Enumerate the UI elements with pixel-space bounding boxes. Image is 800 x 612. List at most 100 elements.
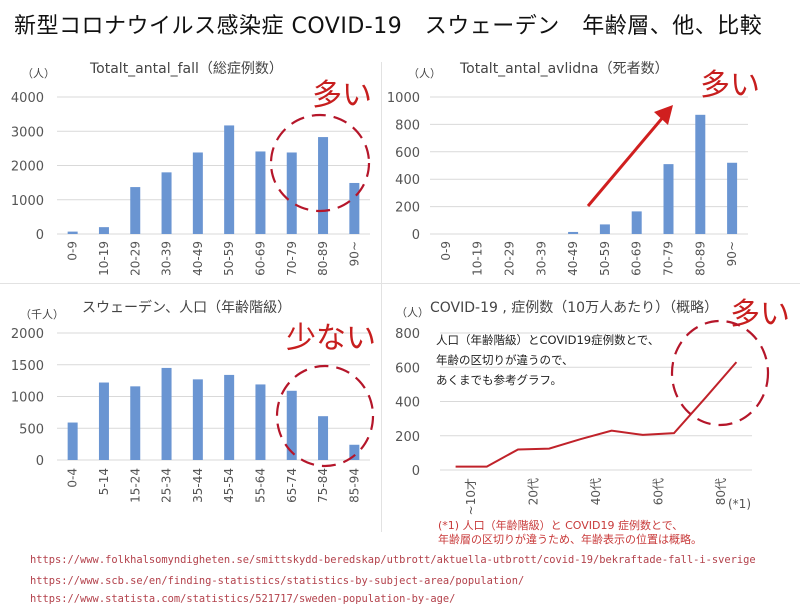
bar [318,137,329,234]
x-category-label: 0-4 [66,468,80,488]
x-category-label: 75-84 [316,468,330,503]
x-category-label: 5-14 [97,468,111,495]
population-bar-chart: （千人） スウェーデン、人口（年齢階級） 0 500 1000 1500 2000 0-4… [11,299,376,503]
bar [568,231,579,234]
bar [349,444,360,460]
source-url-link[interactable]: https://www.statista.com/statistics/5217… [30,593,456,605]
bar [318,416,329,460]
x-category-label: 50-59 [598,241,612,276]
cases-bar-chart: （人） Totalt_antal_fall（総症例数） 0 1000 2000 300… [11,61,372,276]
y-tick-label: 3000 [11,125,44,140]
x-category-label: 25-34 [160,468,174,503]
x-tick-label: 40代 [589,478,603,505]
note-line-3: あくまでも参考グラフ。 [436,373,562,387]
bar [130,187,141,234]
bar [192,379,203,460]
y-tick-label: 200 [395,430,420,445]
x-category-label: 30-39 [534,241,548,276]
y-tick-label: 200 [395,201,420,216]
panel-divider-horizontal [0,283,800,284]
footnote: (*1) 人口（年齢階級）と COVID19 症例数とで、 年齢層の区切りが違う… [438,519,702,547]
bar [695,114,706,234]
y-tick-label: 400 [395,173,420,188]
bar [631,211,642,234]
highlight-circle [670,319,770,427]
source-url-link[interactable]: https://www.scb.se/en/finding-statistics… [30,575,525,587]
bar [599,224,610,234]
bar [67,231,78,234]
x-category-label: 0-9 [439,241,453,261]
y-tick-label: 0 [412,228,420,243]
x-category-label: 45-54 [222,468,236,503]
x-category-label: 65-74 [285,468,299,503]
x-category-label: 35-44 [191,468,205,503]
bar [663,164,674,234]
x-category-label: 10-19 [471,241,485,276]
source-urls: https://www.folkhalsomyndigheten.se/smit… [30,551,756,608]
x-tick-label: 60代 [651,478,665,505]
y-tick-label: 600 [395,146,420,161]
annotation-many: 多い [730,297,790,332]
y-tick-label: 2000 [11,160,44,175]
x-category-label: 15-24 [128,468,142,503]
highlight-circle [275,364,375,468]
footnote-line-2: 年齢層の区切りが違うため、年齢表示の位置は概略。 [438,533,702,546]
x-category-label: 40-49 [191,241,205,276]
y-tick-label: 600 [395,361,420,376]
bar [286,390,297,460]
y-tick-label: 800 [395,327,420,342]
x-category-label: 30-39 [160,241,174,276]
bar [224,374,235,460]
chart-title: スウェーデン、人口（年齢階級） [82,299,291,316]
bar [192,152,203,234]
bar [98,227,109,234]
x-category-label: 20-29 [503,241,517,276]
bar [349,182,360,234]
source-url-link[interactable]: https://www.folkhalsomyndigheten.se/smit… [30,554,756,566]
bar [255,151,266,234]
x-category-label: 50-59 [222,241,236,276]
bar [130,386,141,460]
x-category-label: 85-94 [347,468,361,503]
x-category-label: 20-29 [128,241,142,276]
bar [67,422,78,460]
x-category-label: 10-19 [97,241,111,276]
x-category-label: 60-69 [630,241,644,276]
bar [727,162,738,234]
x-category-label: 80-89 [693,241,707,276]
x-category-label: 60-69 [253,241,267,276]
x-category-label: 55-64 [253,468,267,503]
y-unit-label: （人） [408,67,441,80]
annotation-many: 多い [700,68,760,103]
y-tick-label: 400 [395,396,420,411]
y-tick-label: 1500 [11,359,44,374]
rate-line-chart: （人） COVID-19 , 症例数（10万人あたり）（概略） 0 200 400 6… [395,297,790,515]
annotation-few: 少ない [286,321,376,356]
page-title: 新型コロナウイルス感染症 COVID-19 スウェーデン 年齢層、他、比較 [14,14,763,39]
bar [224,125,235,234]
x-category-label: 70-79 [662,241,676,276]
x-category-label: 70-79 [285,241,299,276]
y-tick-label: 4000 [11,91,44,106]
trend-arrow-head-icon [654,105,673,125]
bar [98,382,109,460]
chart-title: COVID-19 , 症例数（10万人あたり）（概略） [430,300,718,316]
y-unit-label: （千人） [20,308,64,321]
x-tick-label: ~10才 [464,478,478,515]
y-tick-label: 1000 [11,391,44,406]
x-category-label: 80-89 [316,241,330,276]
x-category-label: 40-49 [566,241,580,276]
y-tick-label: 1000 [11,194,44,209]
x-category-label: 90~ [347,241,361,266]
y-tick-label: 500 [19,422,44,437]
series-line [455,361,738,468]
footnote-line-1: (*1) 人口（年齢階級）と COVID19 症例数とで、 [438,519,684,532]
y-tick-label: 1000 [387,91,420,106]
bar [255,384,266,460]
note-line-1: 人口（年齢階級）とCOVID19症例数とで、 [436,333,659,347]
deaths-bar-chart: （人） Totalt_antal_avlidna（死者数） 0 200 400 600… [387,61,760,276]
x-tick-label: 20代 [527,478,541,505]
x-category-label: 0-9 [66,241,80,261]
x-category-label: 90~ [725,241,739,266]
annotation-many: 多い [312,78,372,113]
